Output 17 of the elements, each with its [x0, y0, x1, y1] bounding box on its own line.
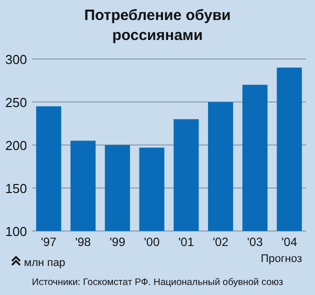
- x-tick-label: '00: [144, 235, 160, 249]
- x-tick-label: '04: [282, 235, 298, 249]
- x-tick-label: '97: [40, 235, 57, 249]
- x-tick-label: '03: [247, 235, 264, 249]
- x-tick-label: '01: [178, 235, 194, 249]
- x-tick-label: '99: [110, 235, 126, 249]
- text: млн пар: [24, 257, 66, 269]
- y-tick-label: 100: [5, 224, 27, 239]
- x-tick-label: '98: [75, 235, 92, 249]
- text: Источники: Госкомстат РФ. Национальный обувной союз: [32, 277, 284, 288]
- text: Прогноз: [260, 253, 302, 265]
- chart-title: Потребление обуви россиянами: [84, 7, 231, 44]
- y-tick-label: 300: [5, 52, 27, 67]
- y-tick-label: 150: [5, 181, 27, 196]
- y-tick-label: 200: [5, 138, 27, 153]
- y-tick-label: 250: [5, 95, 27, 110]
- x-tick-label: '02: [212, 235, 229, 249]
